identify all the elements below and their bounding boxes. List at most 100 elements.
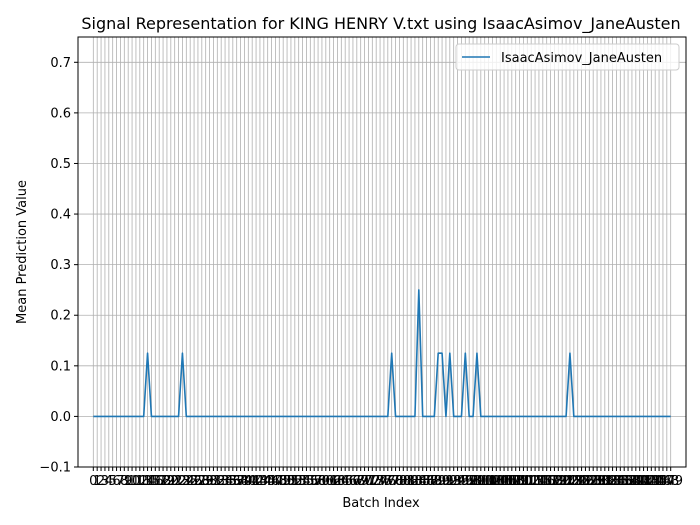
x-tick-label: 53 xyxy=(290,474,307,489)
x-tick-label: 64 xyxy=(333,474,350,489)
x-tick-label: 30 xyxy=(201,474,218,489)
x-tick-label: 11 xyxy=(128,474,145,489)
chart-title: Signal Representation for KING HENRY V.t… xyxy=(81,14,680,34)
x-tick-label: 84 xyxy=(411,474,428,489)
x-tick-label: 123 xyxy=(558,474,583,489)
x-tick-label: 98 xyxy=(465,474,482,489)
y-tick-label: 0.6 xyxy=(50,106,71,121)
x-tick-label: 28 xyxy=(194,474,211,489)
x-tick-label: 75 xyxy=(376,474,393,489)
series-line-group xyxy=(93,289,671,418)
y-tick-label: 0.4 xyxy=(50,208,71,223)
x-tick-label: 24 xyxy=(178,474,195,489)
x-tick-label: 44 xyxy=(256,474,273,489)
x-tick-label: 59 xyxy=(314,474,331,489)
y-tick-label: 0.2 xyxy=(50,309,71,324)
x-tick-label: 66 xyxy=(341,474,358,489)
x-tick-label: 7 xyxy=(116,474,124,489)
x-tick-label: 93 xyxy=(445,474,462,489)
x-tick-label: 74 xyxy=(372,474,389,489)
y-tick-label: 0.5 xyxy=(50,157,71,172)
x-tick-label: 25 xyxy=(182,474,199,489)
x-tick-label: 101 xyxy=(472,474,497,489)
x-tick-label: 50 xyxy=(279,474,296,489)
x-tick-label: 1 xyxy=(93,474,101,489)
x-tick-label: 41 xyxy=(244,474,261,489)
x-tick-label: 80 xyxy=(395,474,412,489)
series-line xyxy=(93,289,671,418)
x-tick-label: 58 xyxy=(310,474,327,489)
x-tick-label: 104 xyxy=(484,474,509,489)
x-tick-label: 142 xyxy=(631,474,656,489)
x-tick-label: 125 xyxy=(565,474,590,489)
x-tick-label: 47 xyxy=(267,474,284,489)
x-tick-label: 91 xyxy=(438,474,455,489)
x-tick-label: 110 xyxy=(507,474,532,489)
x-tick-label: 132 xyxy=(592,474,617,489)
x-tick-label: 60 xyxy=(318,474,335,489)
x-tick-label: 22 xyxy=(170,474,187,489)
x-tick-label: 37 xyxy=(228,474,245,489)
x-tick-label: 56 xyxy=(302,474,319,489)
x-tick-label: 61 xyxy=(321,474,338,489)
y-tick-label: 0.1 xyxy=(50,359,71,374)
y-tick-label: −0.1 xyxy=(39,461,71,476)
x-tick-label: 19 xyxy=(159,474,176,489)
x-tick-label: 129 xyxy=(581,474,606,489)
x-tick-label: 49 xyxy=(275,474,292,489)
x-tick-label: 55 xyxy=(298,474,315,489)
y-axis-label: Mean Prediction Value xyxy=(15,180,30,324)
x-tick-label: 14 xyxy=(139,474,156,489)
x-tick-label: 88 xyxy=(426,474,443,489)
x-tick-label: 39 xyxy=(236,474,253,489)
y-axis: −0.1 0.0 0.1 0.2 0.3 0.4 0.5 0.6 0.7 xyxy=(39,56,78,476)
x-tick-label: 139 xyxy=(620,474,645,489)
x-tick-label: 9 xyxy=(124,474,132,489)
x-tick-label: 8 xyxy=(120,474,128,489)
x-tick-label: 115 xyxy=(527,474,552,489)
x-tick-label: 40 xyxy=(240,474,257,489)
x-tick-label: 34 xyxy=(217,474,234,489)
x-tick-label: 109 xyxy=(503,474,528,489)
x-tick-label: 6 xyxy=(112,474,120,489)
y-tick-label: 0.7 xyxy=(50,56,71,71)
x-tick-label: 32 xyxy=(209,474,226,489)
x-tick-label: 46 xyxy=(263,474,280,489)
x-tick-label: 102 xyxy=(476,474,501,489)
x-tick-label: 107 xyxy=(496,474,521,489)
x-tick-label: 141 xyxy=(627,474,652,489)
x-tick-label: 68 xyxy=(349,474,366,489)
x-tick-label: 127 xyxy=(573,474,598,489)
x-tick-label: 82 xyxy=(403,474,420,489)
x-tick-label: 62 xyxy=(325,474,342,489)
x-tick-label: 79 xyxy=(391,474,408,489)
x-tick-label: 51 xyxy=(283,474,300,489)
x-tick-label: 96 xyxy=(457,474,474,489)
x-tick-label: 63 xyxy=(329,474,346,489)
y-tick-label: 0.3 xyxy=(50,258,71,273)
x-tick-label: 97 xyxy=(461,474,478,489)
x-tick-label: 5 xyxy=(109,474,117,489)
x-tick-label: 36 xyxy=(225,474,242,489)
x-tick-label: 69 xyxy=(352,474,369,489)
x-tick-label: 100 xyxy=(468,474,493,489)
x-tick-label: 73 xyxy=(368,474,385,489)
x-tick-label: 94 xyxy=(449,474,466,489)
x-tick-label: 131 xyxy=(589,474,614,489)
x-tick-label: 0 xyxy=(89,474,97,489)
x-tick-label: 35 xyxy=(221,474,238,489)
x-tick-label: 89 xyxy=(430,474,447,489)
x-tick-label: 67 xyxy=(345,474,362,489)
y-tick-label: 0.0 xyxy=(50,410,71,425)
x-tick-label: 16 xyxy=(147,474,164,489)
x-tick-label: 29 xyxy=(197,474,214,489)
x-tick-label: 103 xyxy=(480,474,505,489)
x-tick-label: 38 xyxy=(232,474,249,489)
x-tick-label: 113 xyxy=(519,474,544,489)
x-tick-label: 148 xyxy=(654,474,679,489)
legend: IsaacAsimov_JaneAusten xyxy=(455,43,680,71)
x-tick-label: 108 xyxy=(499,474,524,489)
x-tick-label: 144 xyxy=(639,474,664,489)
grid xyxy=(78,37,686,468)
